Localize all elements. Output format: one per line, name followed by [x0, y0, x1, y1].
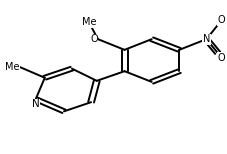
Text: Me: Me [5, 62, 20, 72]
Text: N: N [202, 34, 209, 44]
Text: O: O [217, 53, 224, 63]
Text: O: O [90, 34, 97, 44]
Text: O: O [217, 15, 224, 25]
Text: Me: Me [81, 17, 96, 27]
Text: N: N [32, 99, 39, 109]
